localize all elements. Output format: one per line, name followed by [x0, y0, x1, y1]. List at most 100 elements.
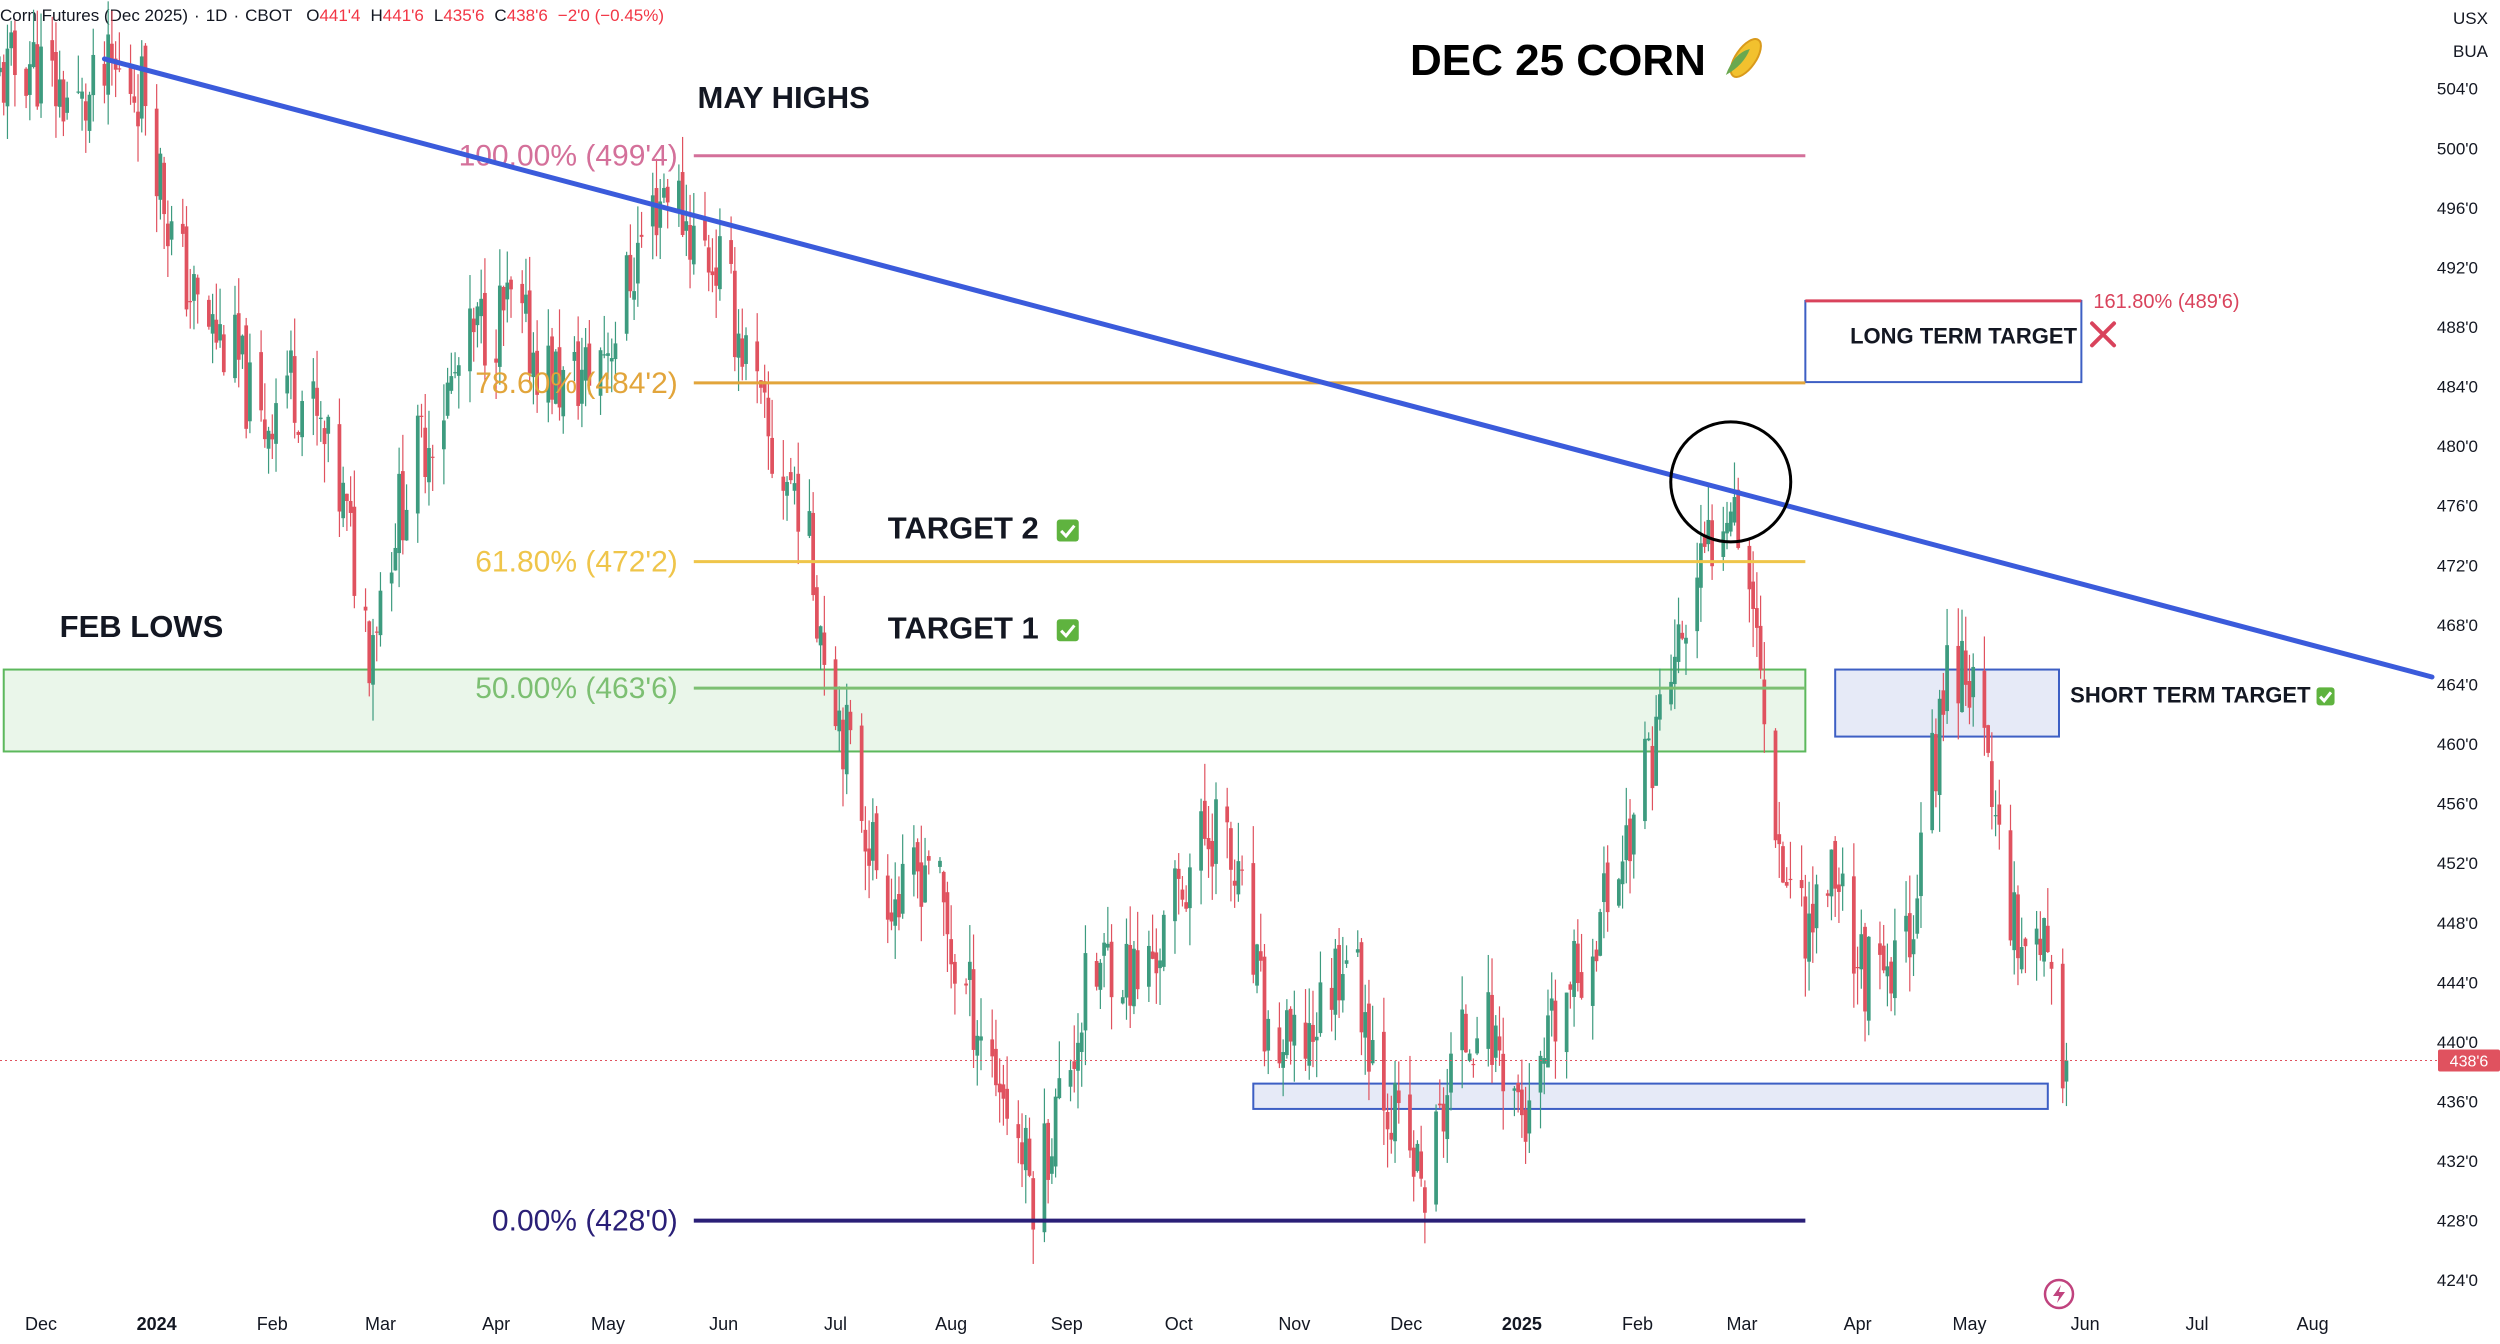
candle [1553, 1000, 1558, 1042]
fib-label-fib_50: 50.00% (463'6) [475, 672, 678, 705]
candle [1359, 942, 1364, 1033]
y-tick-label: 432'0 [2437, 1152, 2478, 1171]
unit-label: BUA [2453, 42, 2489, 61]
candle [1781, 846, 1785, 883]
fib-label-fib_0: 0.00% (428'0) [492, 1205, 678, 1238]
candle [1072, 1061, 1077, 1069]
candle [80, 91, 84, 99]
candle [475, 306, 480, 326]
candle [2049, 961, 2054, 969]
candle [1590, 956, 1595, 1006]
candle [76, 91, 81, 93]
candle [363, 606, 368, 611]
candle [296, 431, 301, 435]
x-tick-label: Sep [1051, 1314, 1083, 1334]
candle [572, 351, 577, 361]
candle [1109, 941, 1114, 998]
candle [691, 225, 696, 265]
candle [315, 387, 319, 416]
candle [874, 813, 879, 871]
symbol-name[interactable]: Corn Futures (Dec 2025) [0, 6, 189, 25]
candle [1497, 1036, 1502, 1051]
candle [400, 471, 405, 541]
candle [322, 428, 327, 445]
candle [1068, 1070, 1073, 1087]
x-tick-label: May [1952, 1314, 1986, 1334]
candle [24, 68, 28, 96]
candle [1777, 834, 1782, 845]
candle [65, 97, 70, 113]
fib-label-fib_786: 78.60% (484'2) [475, 367, 678, 400]
candle [938, 860, 942, 867]
y-tick-label: 480'0 [2437, 437, 2478, 456]
candle [1523, 1109, 1528, 1142]
candle [1188, 867, 1192, 909]
candle [367, 621, 372, 684]
candle [1628, 818, 1632, 862]
y-tick-label: 472'0 [2437, 556, 2478, 575]
candle [1158, 960, 1162, 969]
candle [1005, 1088, 1009, 1119]
candle [1124, 943, 1129, 998]
candle [945, 892, 950, 935]
candle [863, 829, 868, 852]
x-tick-label: Feb [257, 1314, 288, 1334]
candle [1128, 944, 1133, 1006]
candle [483, 292, 487, 366]
trendline[interactable] [101, 56, 2435, 680]
x-tick-label: Dec [1390, 1314, 1422, 1334]
candle [1240, 869, 1244, 871]
candle [1303, 1022, 1308, 1059]
candle [218, 324, 222, 341]
candle [248, 362, 252, 422]
candle [1154, 952, 1159, 974]
candle [453, 372, 457, 374]
candle [1542, 1058, 1547, 1064]
candle [1546, 1015, 1550, 1068]
candle [31, 42, 36, 68]
candle [964, 983, 968, 986]
candle [1863, 926, 1867, 1012]
candle [602, 354, 607, 356]
candle [1292, 1014, 1297, 1046]
candle [535, 350, 539, 395]
current-price-tag[interactable] [2438, 1049, 2500, 1072]
candle [1102, 942, 1106, 956]
candle [531, 352, 536, 378]
candle [785, 481, 789, 496]
interval[interactable]: 1D [205, 6, 228, 25]
candle [292, 356, 297, 423]
candle [1020, 1142, 1024, 1165]
candle [270, 433, 275, 440]
candle [796, 473, 801, 532]
y-tick-label: 424'0 [2437, 1271, 2478, 1290]
candle [35, 44, 40, 107]
candle [1575, 943, 1580, 984]
candle [781, 476, 786, 491]
candle [244, 325, 249, 429]
candle [1307, 1023, 1312, 1066]
candle [1202, 800, 1207, 839]
candle [975, 1035, 980, 1056]
x-tick-label: Mar [1726, 1314, 1757, 1334]
candle [195, 277, 200, 295]
candle [1751, 581, 1755, 609]
candle [57, 79, 62, 107]
candle [236, 313, 241, 360]
candle [811, 512, 816, 596]
candle [684, 221, 689, 231]
candle [184, 226, 189, 310]
candle [1702, 534, 1707, 547]
candle [703, 216, 707, 241]
candle [710, 271, 715, 276]
candle [1527, 1100, 1532, 1134]
candle [818, 626, 823, 646]
lightning-badge-icon[interactable] [2043, 1278, 2075, 1310]
cross-mark-icon [2090, 321, 2117, 348]
y-tick-label: 492'0 [2437, 258, 2478, 277]
candle [1288, 1008, 1293, 1042]
highlight-circle[interactable] [1669, 420, 1793, 544]
candle [606, 353, 610, 356]
candle [1728, 511, 1733, 532]
